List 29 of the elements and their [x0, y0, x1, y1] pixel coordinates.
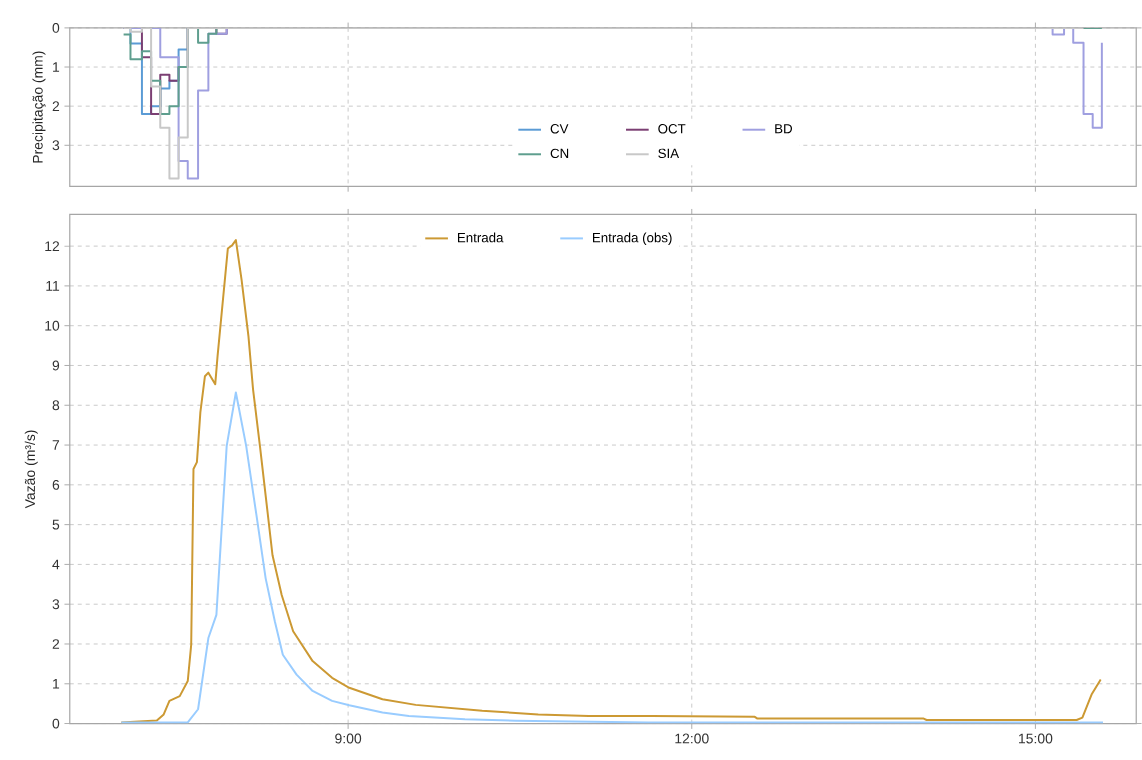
- y-tick-label: 0: [52, 22, 60, 33]
- y-tick-label: 4: [52, 559, 60, 569]
- y-tick-label: 1: [53, 62, 60, 72]
- x-tick-label: 9:00: [335, 733, 362, 744]
- y-tick-label: 5: [52, 519, 60, 530]
- y-tick-label: 3: [52, 140, 60, 151]
- legend-label: Entrada: [457, 232, 504, 243]
- legend-label: CN: [550, 148, 569, 158]
- y-tick-label: 9: [52, 360, 60, 371]
- y-tick-label: 12: [45, 241, 60, 251]
- legend-label: SIA: [658, 148, 680, 158]
- y-tick-label: 0: [52, 718, 60, 729]
- y-tick-label: 2: [52, 638, 60, 649]
- y-tick-label: 3: [52, 599, 60, 609]
- y-axis-title: Precipitação (mm): [32, 51, 46, 163]
- y-tick-label: 6: [52, 479, 60, 490]
- y-tick-label: 2: [52, 101, 60, 111]
- legend-label: CV: [550, 123, 569, 134]
- y-tick-label: 7: [52, 440, 60, 450]
- y-tick-label: 10: [45, 320, 60, 331]
- x-tick-label: 12:00: [675, 733, 709, 744]
- legend-label: BD: [775, 123, 792, 134]
- legend-label: Entrada (obs): [593, 232, 672, 245]
- x-tick-label: 15:00: [1019, 733, 1053, 744]
- y-axis-title: Vazão (m³/s): [24, 430, 38, 509]
- y-tick-label: 1: [53, 678, 60, 689]
- y-tick-label: 8: [52, 400, 60, 410]
- y-tick-label: 11: [46, 280, 60, 291]
- legend-label: OCT: [658, 123, 686, 134]
